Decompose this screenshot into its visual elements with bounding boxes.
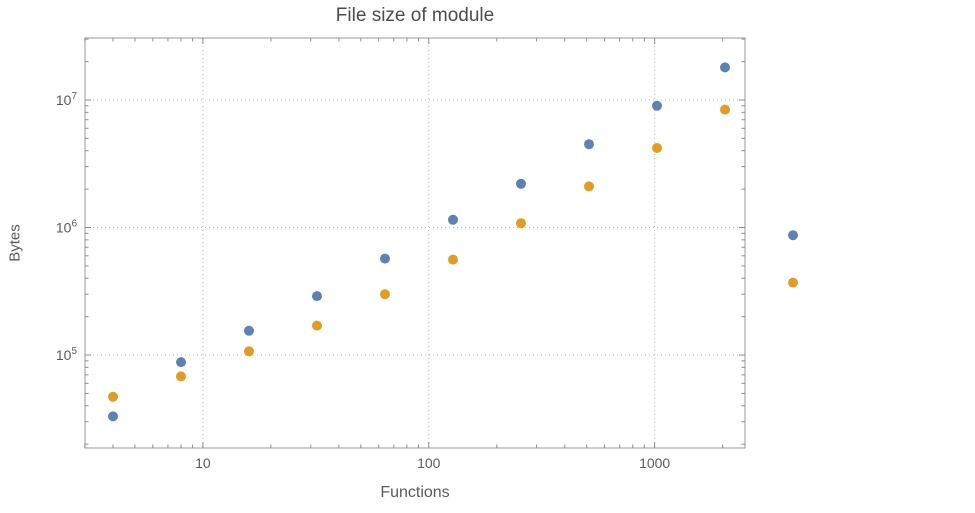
x-tick-label: 100	[417, 455, 441, 471]
data-point-blue-series	[720, 62, 730, 73]
x-tick-label: 10	[195, 455, 211, 471]
data-point-blue-series	[516, 178, 526, 189]
y-tick-label: 106	[56, 219, 78, 236]
chart-title: File size of module	[335, 5, 495, 26]
data-point-blue-series	[108, 411, 118, 422]
data-point-blue-series	[244, 325, 254, 336]
data-point-blue-series	[788, 230, 798, 241]
data-point-blue-series	[652, 100, 662, 111]
data-point-orange-series	[788, 277, 798, 288]
data-point-orange-series	[380, 289, 390, 300]
data-point-blue-series	[448, 214, 458, 225]
data-point-orange-series	[312, 320, 322, 331]
data-point-orange-series	[176, 371, 186, 382]
data-point-blue-series	[312, 291, 322, 302]
data-point-orange-series	[108, 391, 118, 402]
y-axis-label: Bytes	[6, 224, 24, 262]
y-tick-label: 105	[56, 346, 78, 363]
data-point-orange-series	[720, 104, 730, 115]
plot-frame	[84, 37, 746, 449]
data-point-orange-series	[516, 218, 526, 229]
data-point-orange-series	[652, 143, 662, 153]
y-tick-label: 107	[56, 91, 78, 108]
data-point-blue-series	[584, 139, 594, 150]
data-point-orange-series	[244, 346, 254, 357]
x-axis-label: Functions	[380, 484, 450, 501]
data-point-orange-series	[584, 181, 594, 192]
data-point-orange-series	[448, 254, 458, 265]
data-point-blue-series	[380, 253, 390, 264]
x-tick-label: 1000	[639, 455, 670, 471]
data-point-blue-series	[176, 357, 186, 368]
